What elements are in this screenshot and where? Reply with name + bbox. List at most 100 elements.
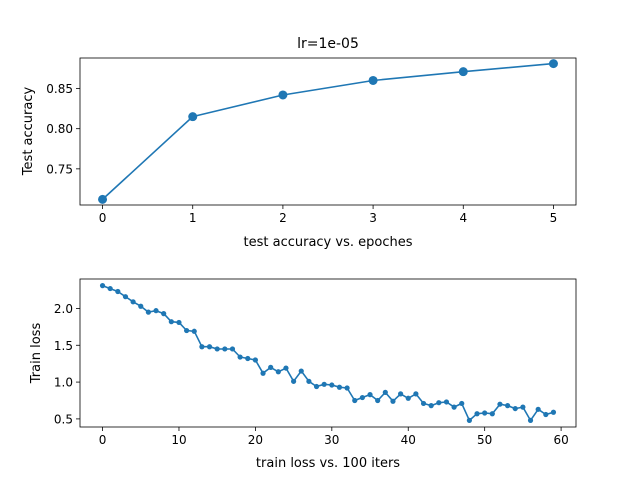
test-accuracy-x-tick-label: 3 bbox=[369, 211, 377, 225]
train-loss-data-point bbox=[130, 299, 136, 305]
train-loss-data-point bbox=[252, 357, 258, 363]
test-accuracy-data-point bbox=[98, 194, 108, 204]
train-loss-data-point bbox=[336, 384, 343, 390]
test-accuracy-x-axis-label: test accuracy vs. epoches bbox=[244, 235, 413, 250]
train-loss-data-point bbox=[497, 401, 503, 407]
train-loss-marks bbox=[99, 283, 557, 423]
test-accuracy-ticks: 0 1 2 3 4 5 0.75 0.80 0.85 bbox=[46, 82, 557, 225]
train-loss-x-axis-label: train loss vs. 100 iters bbox=[256, 456, 400, 471]
train-loss-data-point bbox=[329, 382, 335, 388]
train-loss-data-point bbox=[436, 400, 442, 406]
train-loss-ticks: 0 10 20 30 40 50 60 0.5 1.0 1.5 2.0 bbox=[54, 302, 569, 447]
train-loss-data-point bbox=[275, 369, 281, 375]
train-loss-data-point bbox=[214, 346, 220, 352]
train-loss-x-tick-label: 50 bbox=[477, 433, 492, 447]
train-loss-data-point bbox=[352, 397, 358, 404]
test-accuracy-axes-frame bbox=[79, 57, 577, 206]
test-accuracy-panel: lr=1e-05 test accuracy vs. epoches Test … bbox=[21, 36, 577, 250]
test-accuracy-x-tick-label: 5 bbox=[550, 211, 558, 225]
train-loss-data-point bbox=[145, 309, 152, 315]
train-loss-data-point bbox=[161, 311, 167, 317]
train-loss-data-point bbox=[382, 389, 388, 395]
train-loss-data-point bbox=[504, 403, 511, 409]
test-accuracy-marks bbox=[98, 59, 558, 204]
test-accuracy-data-point bbox=[188, 112, 198, 122]
test-accuracy-y-tick-label: 0.80 bbox=[46, 122, 73, 136]
train-loss-data-point bbox=[153, 308, 159, 314]
train-loss-y-tick-label: 2.0 bbox=[54, 302, 73, 316]
train-loss-data-point bbox=[122, 294, 129, 300]
train-loss-x-tick-label: 30 bbox=[324, 433, 339, 447]
train-loss-data-point bbox=[398, 391, 404, 397]
train-loss-x-tick-label: 60 bbox=[553, 433, 568, 447]
train-loss-x-tick-label: 0 bbox=[99, 433, 107, 447]
train-loss-data-point bbox=[184, 327, 190, 334]
train-loss-data-point bbox=[245, 355, 251, 362]
test-accuracy-series-line bbox=[101, 62, 554, 200]
train-loss-data-point bbox=[206, 344, 213, 350]
train-loss-data-point bbox=[443, 399, 450, 405]
test-accuracy-y-axis-label: Test accuracy bbox=[21, 87, 36, 177]
train-loss-data-point bbox=[176, 319, 182, 326]
train-loss-data-point bbox=[321, 381, 327, 387]
train-loss-data-point bbox=[527, 417, 534, 423]
train-loss-x-tick-label: 10 bbox=[171, 433, 186, 447]
train-loss-data-point bbox=[413, 391, 419, 397]
train-loss-data-point bbox=[535, 406, 541, 412]
train-loss-y-tick-label: 1.0 bbox=[54, 376, 73, 390]
train-loss-data-point bbox=[375, 397, 381, 404]
train-loss-data-point bbox=[359, 394, 365, 401]
test-accuracy-data-point bbox=[458, 67, 468, 77]
train-loss-data-point bbox=[168, 319, 174, 325]
test-accuracy-x-tick-label: 4 bbox=[459, 211, 467, 225]
test-accuracy-data-point bbox=[278, 90, 288, 100]
train-loss-data-point bbox=[420, 400, 427, 407]
train-loss-data-point bbox=[367, 392, 373, 398]
train-loss-data-point bbox=[550, 409, 557, 415]
test-accuracy-y-tick-label: 0.85 bbox=[46, 82, 73, 96]
train-loss-x-tick-label: 20 bbox=[248, 433, 263, 447]
train-loss-data-point bbox=[344, 385, 350, 391]
train-loss-y-axis-label: Train loss bbox=[29, 323, 44, 385]
train-loss-data-point bbox=[237, 354, 243, 360]
train-loss-data-point bbox=[405, 395, 411, 401]
train-loss-data-point bbox=[390, 398, 396, 404]
train-loss-data-point bbox=[474, 411, 480, 417]
train-loss-y-tick-label: 0.5 bbox=[54, 412, 73, 426]
train-loss-data-point bbox=[466, 417, 472, 423]
train-loss-data-point bbox=[512, 405, 518, 412]
train-loss-data-point bbox=[451, 404, 457, 410]
test-accuracy-data-point bbox=[548, 59, 558, 69]
train-loss-data-point bbox=[482, 410, 488, 416]
train-loss-data-point bbox=[268, 364, 274, 370]
train-loss-data-point bbox=[107, 285, 113, 292]
train-loss-data-point bbox=[260, 370, 266, 376]
train-loss-data-point bbox=[306, 378, 312, 384]
train-loss-data-point bbox=[199, 344, 205, 350]
chart-title: lr=1e-05 bbox=[297, 36, 359, 52]
train-loss-data-point bbox=[99, 283, 106, 289]
train-loss-data-point bbox=[115, 288, 121, 295]
train-loss-data-point bbox=[229, 346, 236, 352]
test-accuracy-y-tick-label: 0.75 bbox=[46, 162, 73, 176]
train-loss-axes-frame bbox=[79, 278, 577, 428]
train-loss-data-point bbox=[291, 378, 297, 384]
train-loss-x-tick-label: 40 bbox=[401, 433, 416, 447]
train-loss-data-point bbox=[283, 365, 289, 371]
train-loss-data-point bbox=[313, 383, 320, 390]
train-loss-data-point bbox=[191, 328, 197, 334]
train-loss-data-point bbox=[222, 346, 228, 352]
train-loss-y-tick-label: 1.5 bbox=[54, 339, 73, 353]
train-loss-data-point bbox=[138, 303, 144, 309]
train-loss-data-point bbox=[459, 400, 465, 407]
test-accuracy-x-tick-label: 2 bbox=[279, 211, 287, 225]
test-accuracy-x-tick-label: 1 bbox=[189, 211, 197, 225]
test-accuracy-x-tick-label: 0 bbox=[99, 211, 107, 225]
train-loss-data-point bbox=[298, 368, 304, 374]
train-loss-data-point bbox=[543, 411, 549, 418]
train-loss-data-point bbox=[428, 403, 434, 409]
test-accuracy-data-point bbox=[368, 75, 378, 85]
train-loss-data-point bbox=[489, 411, 495, 417]
